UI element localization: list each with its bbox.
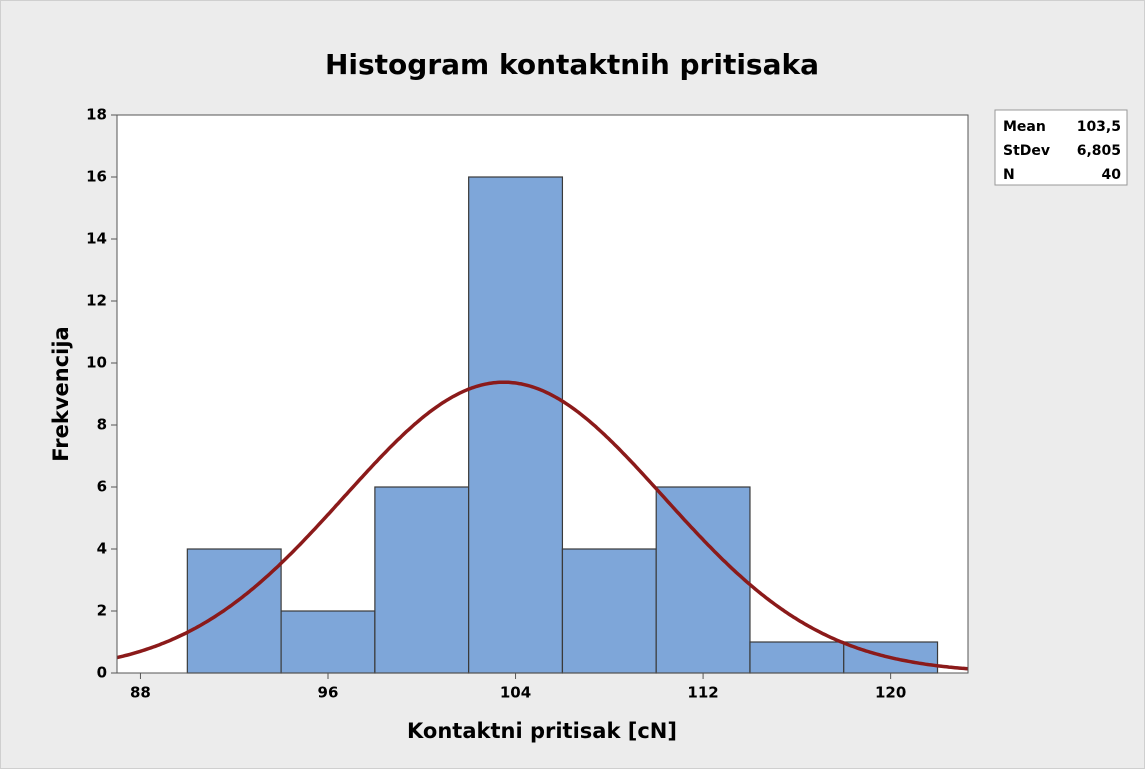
y-axis-label: Frekvencija <box>49 326 73 461</box>
bar <box>374 486 470 674</box>
chart-title: Histogram kontaktnih pritisaka <box>325 48 819 81</box>
stat-name: N <box>1003 167 1015 183</box>
bar <box>749 641 845 674</box>
x-axis-label: Kontaktni pritisak [cN] <box>407 719 677 743</box>
y-tick-label: 18 <box>86 106 107 124</box>
y-tick-label: 14 <box>86 230 107 248</box>
bar <box>655 486 751 674</box>
stat-name: Mean <box>1003 119 1046 135</box>
x-tick-label: 88 <box>130 684 151 702</box>
y-tick-label: 4 <box>97 540 107 558</box>
y-tick-label: 10 <box>86 354 107 372</box>
fit-curve <box>116 380 969 671</box>
x-tick-label: 120 <box>875 684 906 702</box>
bar <box>186 548 282 674</box>
x-tick-label: 96 <box>318 684 339 702</box>
bar <box>561 548 657 674</box>
stat-value: 6,805 <box>1077 143 1121 159</box>
stat-value: 40 <box>1102 167 1122 183</box>
y-tick-label: 0 <box>97 664 107 682</box>
stat-name: StDev <box>1003 143 1050 159</box>
plot-frame <box>116 114 969 674</box>
stats-box <box>994 109 1128 186</box>
bar <box>280 610 376 674</box>
y-tick-label: 8 <box>97 416 107 434</box>
y-tick-label: 2 <box>97 602 107 620</box>
bar <box>468 176 564 674</box>
y-tick-label: 6 <box>97 478 107 496</box>
stat-value: 103,5 <box>1077 119 1121 135</box>
y-tick-label: 12 <box>86 292 107 310</box>
x-tick-label: 104 <box>500 684 531 702</box>
x-tick-label: 112 <box>687 684 718 702</box>
y-tick-label: 16 <box>86 168 107 186</box>
